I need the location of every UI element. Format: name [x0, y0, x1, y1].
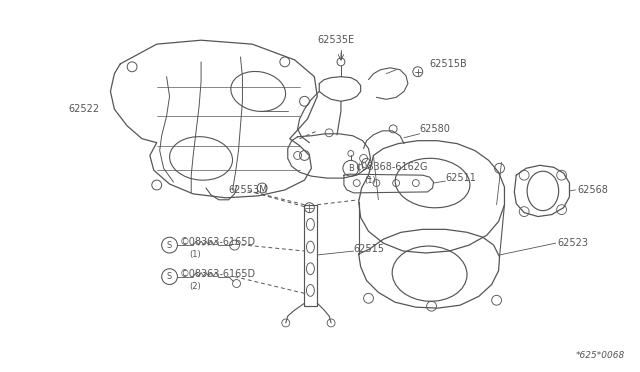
Text: *625*0068: *625*0068	[575, 351, 625, 360]
Text: (2): (2)	[189, 282, 201, 291]
Text: 62511: 62511	[445, 173, 476, 183]
Text: S: S	[167, 241, 172, 250]
Text: S: S	[167, 272, 172, 281]
Text: 62568: 62568	[577, 185, 608, 195]
Text: ©08363-6165D: ©08363-6165D	[179, 269, 255, 279]
Text: (1): (1)	[365, 176, 376, 185]
Text: 62515B: 62515B	[429, 59, 467, 69]
Text: ©08363-6165D: ©08363-6165D	[179, 237, 255, 247]
Text: (1): (1)	[189, 250, 201, 259]
Text: 62535E: 62535E	[317, 35, 355, 45]
Text: B: B	[348, 164, 354, 173]
Text: 62523: 62523	[557, 238, 589, 248]
Text: 62515: 62515	[354, 244, 385, 254]
Text: 62580: 62580	[420, 124, 451, 134]
Text: 62553M: 62553M	[228, 185, 268, 195]
Text: 62522: 62522	[68, 104, 99, 114]
Text: ¢08368-6162G: ¢08368-6162G	[355, 161, 428, 171]
